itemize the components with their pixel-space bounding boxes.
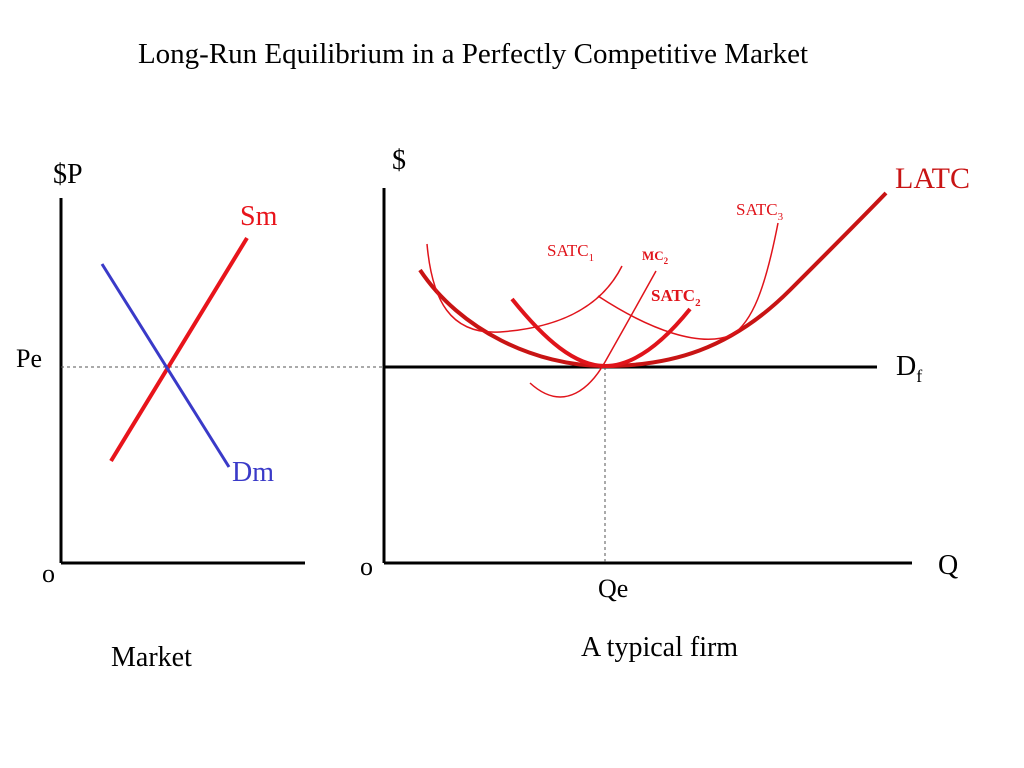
market-y-axis-label: $P <box>53 159 83 190</box>
firm-quantity-label: Qe <box>598 574 628 603</box>
satc3-label: SATC3 <box>736 200 784 223</box>
firm-demand-label: Df <box>896 351 922 386</box>
market-supply-label: Sm <box>240 201 278 232</box>
diagram-title: Long-Run Equilibrium in a Perfectly Comp… <box>138 38 808 70</box>
market-demand-curve <box>100 263 231 468</box>
market-supply-curve <box>109 236 249 463</box>
satc1-label: SATC1 <box>547 241 594 264</box>
satc3-curve <box>597 222 779 340</box>
satc1-curve <box>426 243 623 333</box>
firm-y-axis-label: $ <box>392 145 406 176</box>
market-price-label: Pe <box>16 344 42 373</box>
market-panel: $P o Pe Sm Dm Market <box>16 159 385 673</box>
firm-caption: A typical firm <box>581 632 738 663</box>
mc2-curve <box>529 270 657 398</box>
market-origin-label: o <box>42 559 55 588</box>
market-caption: Market <box>111 642 192 673</box>
satc2-curve <box>510 297 692 369</box>
firm-x-axis-label: Q <box>938 550 958 581</box>
satc2-label: SATC2 <box>651 286 701 309</box>
firm-origin-label: o <box>360 552 373 581</box>
firm-panel: $ Q o Df Qe LATC SATC1 SATC2 MC2 SATC3 A… <box>360 145 970 663</box>
mc2-label: MC2 <box>642 248 669 266</box>
latc-label: LATC <box>895 162 970 195</box>
latc-curve <box>418 191 888 369</box>
market-demand-label: Dm <box>232 457 274 488</box>
